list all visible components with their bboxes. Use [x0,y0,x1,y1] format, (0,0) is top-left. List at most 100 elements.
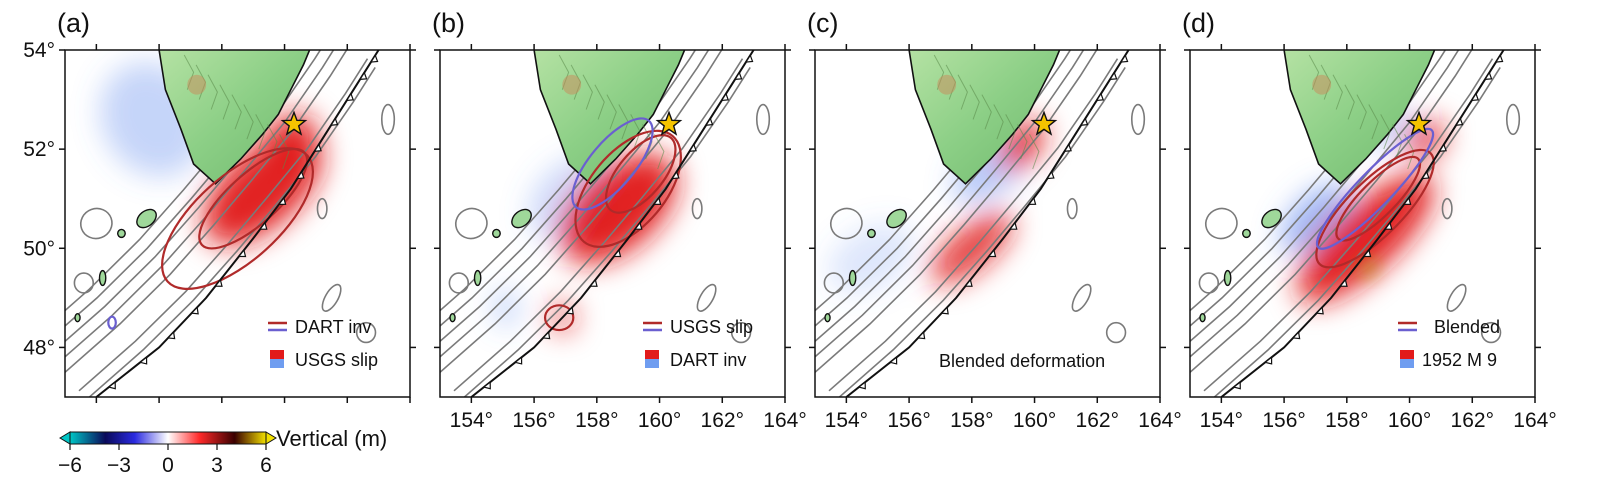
longitude-tick-label: 162° [701,409,744,432]
seamount-contour [1198,272,1220,294]
epicenter-star-icon [655,110,683,136]
trench-tooth [296,170,305,180]
legend: USGS slip DART inv [643,317,753,370]
trench-tooth [190,306,199,315]
seamount-contour [823,272,845,294]
slip-contours [1315,127,1435,269]
red-contour [1315,148,1435,269]
kuril-island [511,208,532,229]
map-frame [814,49,1161,398]
longitude-labels: 154° 156° 158° 160° 162° 164° [825,409,1182,432]
kuril-island [491,228,501,239]
latitude-tick-label: 54° [23,39,55,62]
longitude-tick-label: 158° [1325,409,1368,432]
highland [562,74,582,95]
longitude-tick-label: 156° [512,409,555,432]
kuril-island [848,269,857,287]
kuril-island [1261,208,1282,229]
map-area [815,50,1160,397]
legend-red-swatch [645,350,659,359]
blue-contour [1315,127,1435,250]
trench-tooth [1470,92,1480,102]
subduction-trench [1220,50,1505,397]
trench-tooth [1232,380,1241,390]
seamount-contour [730,321,752,344]
map-frame [439,49,786,398]
uplift-patch [931,212,1013,284]
trench-tooth [1402,196,1412,205]
latitude-tick-label: 52° [23,138,55,161]
epicenter-star-icon [1030,110,1058,136]
longitude-tick-label: 160° [1388,409,1431,432]
trench-tooth [1095,92,1105,102]
legend-fill-label: 1952 M 9 [1422,350,1497,370]
colorbar-tick-label: 0 [162,454,174,477]
trench-tooth [1027,196,1037,205]
trench-tooth [1315,306,1324,315]
colorbar-label: Vertical (m) [276,426,387,451]
legend-blue-swatch [1400,359,1414,368]
longitude-tick-label: 164° [763,409,806,432]
longitude-tick-label: 154° [825,409,868,432]
latitude-labels: 54° 52° 50° 48° [23,39,55,359]
longitude-tick-label: 160° [638,409,681,432]
legend-fill-label: DART inv [670,350,746,370]
longitude-tick-label: 154° [450,409,493,432]
trench-tooth [733,71,743,81]
kuril-island [824,313,831,323]
epicenter-star-icon [1405,110,1433,136]
trench-tooth [482,380,491,390]
tick-marks [434,44,791,403]
trench-tooth [987,248,997,258]
legend-red-swatch [270,350,284,359]
colorbar-low-arrow [59,431,71,445]
seamount-contour [454,207,488,240]
colorbar-tick-label: 3 [211,454,223,477]
panel-c: (c) 154° 156° 158° 160° 162° 164° Blended def… [807,8,1182,432]
kuril-island [449,313,456,323]
red-contour [574,129,682,248]
seamount-contour [355,321,377,344]
trench-tooth [1483,71,1493,81]
legend-blue-swatch [645,359,659,368]
trench-tooth [589,278,598,287]
longitude-tick-label: 158° [950,409,993,432]
trench-tooth [1119,53,1129,63]
seamount-contour [1130,103,1146,136]
trench-tooth [1008,221,1018,230]
seamount-contour [73,272,95,294]
longitude-labels: 154° 156° 158° 160° 162° 164° [450,409,807,432]
trench-tooth [1494,53,1504,63]
legend-line-label: DART inv [295,317,371,337]
latitude-tick-label: 50° [23,237,55,260]
highland [1312,74,1332,95]
trench-tooth [513,356,523,365]
blue-contour [571,117,654,211]
panel-a: (a) 54° 52° 50° 48° DART inv USGS slip [23,8,416,403]
trench-tooth [358,71,368,81]
trench-tooth [1108,71,1118,81]
trench-tooth [1362,248,1372,258]
kuril-island [98,269,107,287]
kuril-island [1241,228,1251,239]
longitude-tick-label: 162° [1076,409,1119,432]
longitude-tick-label: 164° [1513,409,1556,432]
trench-tooth [744,53,754,63]
seamount-contour [316,197,328,220]
slip-contours [543,117,682,332]
seamount-contour [79,207,113,240]
trench-tooth [1339,278,1348,287]
map-area [440,50,785,397]
trench-tooth [345,92,355,102]
longitude-tick-label: 156° [1262,409,1305,432]
trench-tooth [1438,143,1447,152]
trench-tooth [633,221,643,230]
latitude-tick-label: 48° [23,336,55,359]
subduction-trench [470,50,755,397]
trench-tooth [888,356,898,365]
tick-marks [809,44,1166,403]
red-contour [1335,155,1422,242]
red-contour [543,304,575,332]
colorbar-tick-label: 6 [260,454,272,477]
map-frame [64,49,411,398]
